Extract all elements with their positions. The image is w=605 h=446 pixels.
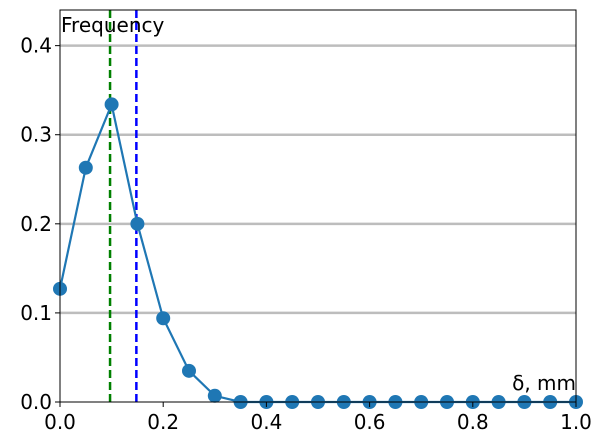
grid-lines <box>60 44 576 315</box>
data-point-2 <box>104 97 119 112</box>
y-tick-label-1: 0.1 <box>20 301 52 325</box>
tick-layer: 0.0 0.2 0.4 0.6 0.8 1.0 0.0 0.1 0.2 0.3 0.4 <box>20 34 592 434</box>
x-axis-label: δ, mm <box>512 371 576 395</box>
x-tick-label-5: 1.0 <box>560 410 592 434</box>
plot-frame <box>59 9 577 403</box>
data-point-1 <box>78 160 93 175</box>
x-tick-label-1: 0.2 <box>147 410 179 434</box>
data-point-5 <box>182 363 196 378</box>
series-layer <box>53 97 583 409</box>
data-point-6 <box>207 388 222 403</box>
y-tick-label-4: 0.4 <box>20 34 52 58</box>
y-tick-label-0: 0.0 <box>20 390 52 414</box>
y-tick-label-2: 0.2 <box>20 212 52 236</box>
data-point-3 <box>130 216 145 231</box>
x-tick-label-3: 0.6 <box>354 410 386 434</box>
y-tick-label-3: 0.3 <box>20 123 52 147</box>
x-tick-label-2: 0.4 <box>250 410 282 434</box>
y-axis-label: Frequency <box>61 13 164 37</box>
x-tick-label-4: 0.8 <box>457 410 489 434</box>
reference-lines <box>108 10 138 402</box>
data-point-4 <box>156 311 171 326</box>
x-tick-label-0: 0.0 <box>44 410 76 434</box>
